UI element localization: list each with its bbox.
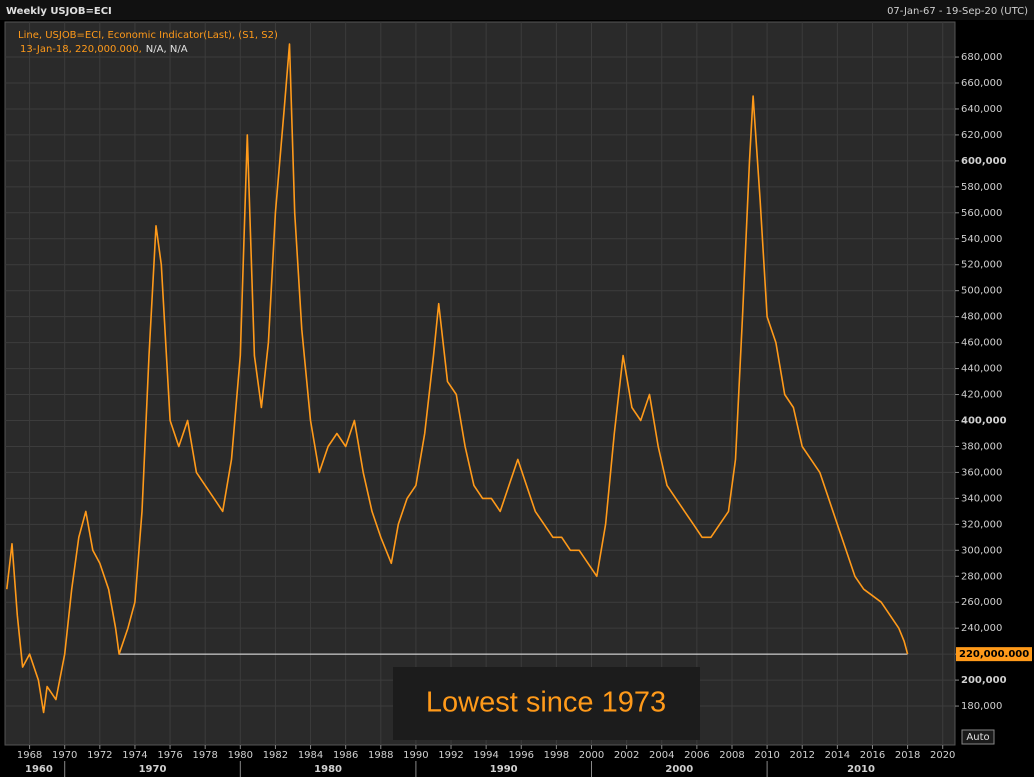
- x-tick-label: 1990: [403, 750, 428, 761]
- annotation-box: [393, 667, 700, 740]
- decade-label: 2000: [665, 764, 693, 775]
- x-tick-label: 1994: [473, 750, 498, 761]
- decade-label: 1960: [25, 764, 53, 775]
- y-tick-label: 640,000: [961, 104, 1002, 115]
- last-value-label: 220,000.000: [959, 649, 1029, 660]
- y-tick-label: 460,000: [961, 338, 1002, 349]
- annotation: Lowest since 1973: [426, 687, 666, 719]
- y-tick-label: 540,000: [961, 234, 1002, 245]
- grid: [5, 22, 955, 745]
- x-tick-label: 2018: [895, 750, 920, 761]
- x-tick-label: 1974: [122, 750, 147, 761]
- x-tick-label: 2012: [790, 750, 815, 761]
- y-tick-label: 340,000: [961, 493, 1002, 504]
- x-tick-label: 2006: [684, 750, 709, 761]
- x-tick-label: 1986: [333, 750, 358, 761]
- y-tick-label: 180,000: [961, 701, 1002, 712]
- y-tick-label: 360,000: [961, 467, 1002, 478]
- y-tick-label: 560,000: [961, 208, 1002, 219]
- auto-button[interactable]: [961, 729, 995, 745]
- y-tick-label: 380,000: [961, 441, 1002, 452]
- y-tick-label: 280,000: [961, 571, 1002, 582]
- x-tick-label: 1968: [17, 750, 42, 761]
- x-tick-label: 1976: [157, 750, 182, 761]
- y-tick-label: 420,000: [961, 390, 1002, 401]
- x-tick-label: 2002: [614, 750, 639, 761]
- y-tick-label: 480,000: [961, 312, 1002, 323]
- y-tick-label: 400,000: [961, 415, 1007, 426]
- marks: [6, 43, 909, 714]
- header-bar: [0, 0, 1034, 20]
- x-tick-label: 2016: [860, 750, 885, 761]
- x-tick-label: 1978: [192, 750, 217, 761]
- x-tick-label: 1970: [52, 750, 77, 761]
- y-tick-label: 660,000: [961, 78, 1002, 89]
- y-tick-label: 520,000: [961, 260, 1002, 271]
- x-tick-label: 1972: [87, 750, 112, 761]
- x-tick-label: 2010: [754, 750, 779, 761]
- decade-label: 2010: [847, 764, 875, 775]
- y-tick-label: 200,000: [961, 675, 1007, 686]
- decade-label: 1970: [139, 764, 167, 775]
- chart-title: Weekly USJOB=ECI: [6, 6, 112, 17]
- x-tick-label: 2020: [930, 750, 955, 761]
- y-tick-label: 240,000: [961, 623, 1002, 634]
- x-tick-label: 2008: [719, 750, 744, 761]
- legend-entry: Line, USJOB=ECI, Economic Indicator(Last…: [18, 30, 278, 41]
- x-tick-label: 1980: [228, 750, 253, 761]
- legend-value: 13-Jan-18, 220,000.000,: [20, 44, 142, 55]
- y-tick-label: 500,000: [961, 286, 1002, 297]
- x-tick-label: 1982: [263, 750, 288, 761]
- series-line: [6, 43, 909, 714]
- x-tick-label: 1996: [509, 750, 534, 761]
- plot-area: [4, 21, 956, 746]
- y-tick-label: 260,000: [961, 597, 1002, 608]
- auto-button-label[interactable]: Auto: [966, 732, 989, 743]
- y-tick-label: 680,000: [961, 52, 1002, 63]
- date-range: 07-Jan-67 - 19-Sep-20 (UTC): [887, 6, 1028, 17]
- y-tick-label: 620,000: [961, 130, 1002, 141]
- x-tick-label: 2000: [579, 750, 604, 761]
- x-tick-label: 2014: [825, 750, 850, 761]
- x-tick-label: 1992: [438, 750, 463, 761]
- y-tick-label: 580,000: [961, 182, 1002, 193]
- y-tick-label: 320,000: [961, 519, 1002, 530]
- x-tick-label: 1998: [544, 750, 569, 761]
- x-tick-label: 1984: [298, 750, 323, 761]
- y-tick-label: 300,000: [961, 545, 1002, 556]
- last-value-tag: [956, 647, 1032, 662]
- y-tick-label: 440,000: [961, 364, 1002, 375]
- legend-na: N/A, N/A: [146, 44, 188, 55]
- decade-label: 1980: [314, 764, 342, 775]
- x-tick-label: 1988: [368, 750, 393, 761]
- x-tick-label: 2004: [649, 750, 674, 761]
- y-tick-label: 600,000: [961, 156, 1007, 167]
- decade-label: 1990: [490, 764, 518, 775]
- legend-detail: 13-Jan-18, 220,000.000, N/A, N/A: [20, 44, 188, 55]
